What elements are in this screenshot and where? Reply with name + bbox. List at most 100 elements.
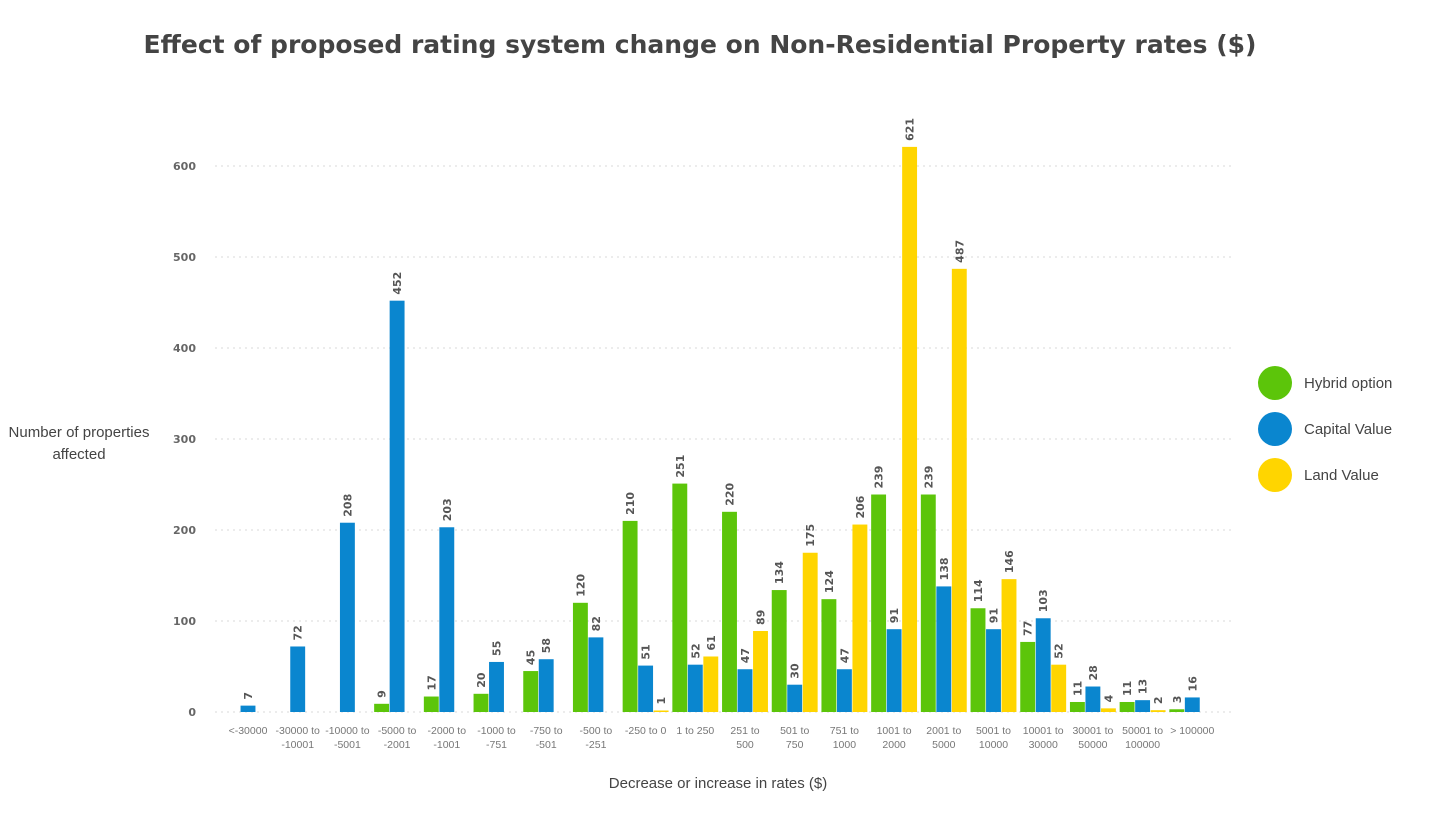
bar-capital-value [886,629,902,712]
data-label: 11 [1121,681,1134,696]
data-label: 7 [242,692,255,700]
legend-swatch [1258,412,1292,446]
x-tick-label: -1000 to [477,725,516,737]
data-label: 103 [1037,589,1050,612]
data-label: 52 [1053,643,1066,658]
x-tick-label: 30000 [1029,739,1058,751]
x-tick-label: -751 [486,739,507,751]
data-label: 114 [972,579,985,602]
data-label: 82 [590,616,603,631]
bar-hybrid-option [771,590,787,712]
bar-hybrid-option [423,696,439,712]
legend-label: Hybrid option [1304,374,1393,392]
x-tick-label: -30000 to [276,725,321,737]
y-tick-label: 300 [173,433,196,446]
x-tick-label: 50000 [1078,739,1107,751]
x-tick-label: 10001 to [1023,725,1064,737]
data-label: 206 [854,495,867,518]
bar-land-value [653,710,669,712]
bar-land-value [802,552,818,712]
data-label: 58 [540,638,553,653]
data-label: 239 [922,466,935,489]
x-tick-label: -5001 [334,739,361,751]
x-tick-label: 30001 to [1072,725,1113,737]
data-label: 134 [773,561,786,584]
data-label: 61 [705,635,718,650]
bar-capital-value [737,669,753,712]
x-tick-label: -250 to 0 [625,725,667,737]
data-label: 2 [1152,697,1165,705]
x-tick-label: -2001 [384,739,411,751]
x-tick-label: -251 [585,739,606,751]
bar-hybrid-option [1069,701,1085,712]
bar-hybrid-option [374,703,390,712]
x-tick-label: 251 to [730,725,759,737]
data-label: 47 [739,648,752,663]
bar-capital-value [1135,700,1151,712]
bar-capital-value [240,705,256,712]
data-label: 11 [1071,681,1084,696]
bar-land-value [852,524,868,712]
bar-hybrid-option [572,602,588,712]
y-tick-label: 500 [173,251,196,264]
bar-land-value [1051,664,1067,712]
data-label: 55 [491,641,504,656]
x-tick-label: -500 to [580,725,613,737]
data-label: 72 [292,625,305,640]
bar-capital-value [339,522,355,712]
legend-item: Land Value [1258,452,1392,498]
data-label: 203 [441,498,454,521]
data-label: 146 [1003,550,1016,573]
x-tick-label: 2000 [882,739,906,751]
data-label: 20 [475,672,488,688]
bar-hybrid-option [970,608,986,712]
data-label: 17 [425,675,438,690]
x-tick-label: 1001 to [877,725,912,737]
data-label: 28 [1087,665,1100,680]
data-label: 621 [904,118,917,141]
bar-land-value [1001,579,1017,712]
bar-capital-value [538,659,554,712]
bar-hybrid-option [473,693,489,712]
bar-capital-value [489,661,504,712]
bar-capital-value [986,629,1001,712]
data-label: 220 [724,482,737,505]
bar-capital-value [1035,618,1051,712]
legend-label: Land Value [1304,466,1379,484]
data-label: 452 [391,272,404,295]
bar-capital-value [439,527,455,712]
data-label: 208 [341,494,354,517]
x-tick-label: 100000 [1125,739,1160,751]
data-label: 30 [789,663,802,679]
x-tick-label: -2000 to [428,725,467,737]
data-label: 4 [1102,694,1115,702]
data-label: 91 [888,608,901,623]
bar-capital-value [787,684,803,712]
data-label: 77 [1022,621,1035,636]
x-tick-label: -750 to [530,725,563,737]
x-tick-label: 500 [736,739,754,751]
x-tick-label: -501 [536,739,557,751]
data-label: 51 [640,644,653,659]
x-tick-label: 50001 to [1122,725,1163,737]
bar-hybrid-option [622,520,638,712]
bar-capital-value [290,646,306,712]
bar-capital-value [389,300,405,712]
x-tick-label: 750 [786,739,804,751]
data-label: 175 [804,524,817,547]
data-label: 45 [525,650,538,665]
y-tick-label: 600 [173,160,196,173]
bar-hybrid-option [871,494,887,712]
bar-capital-value [687,664,703,712]
x-tick-label: 751 to [830,725,859,737]
y-tick-label: 100 [173,615,196,628]
bar-hybrid-option [920,494,936,712]
chart-title: Effect of proposed rating system change … [143,30,1257,59]
x-tick-label: 501 to [780,725,809,737]
x-tick-label: > 100000 [1170,725,1214,737]
y-axis-title: Number of properties affected [8,424,150,463]
data-label: 138 [938,557,951,580]
legend-label: Capital Value [1304,420,1393,438]
x-tick-label: 5001 to [976,725,1011,737]
